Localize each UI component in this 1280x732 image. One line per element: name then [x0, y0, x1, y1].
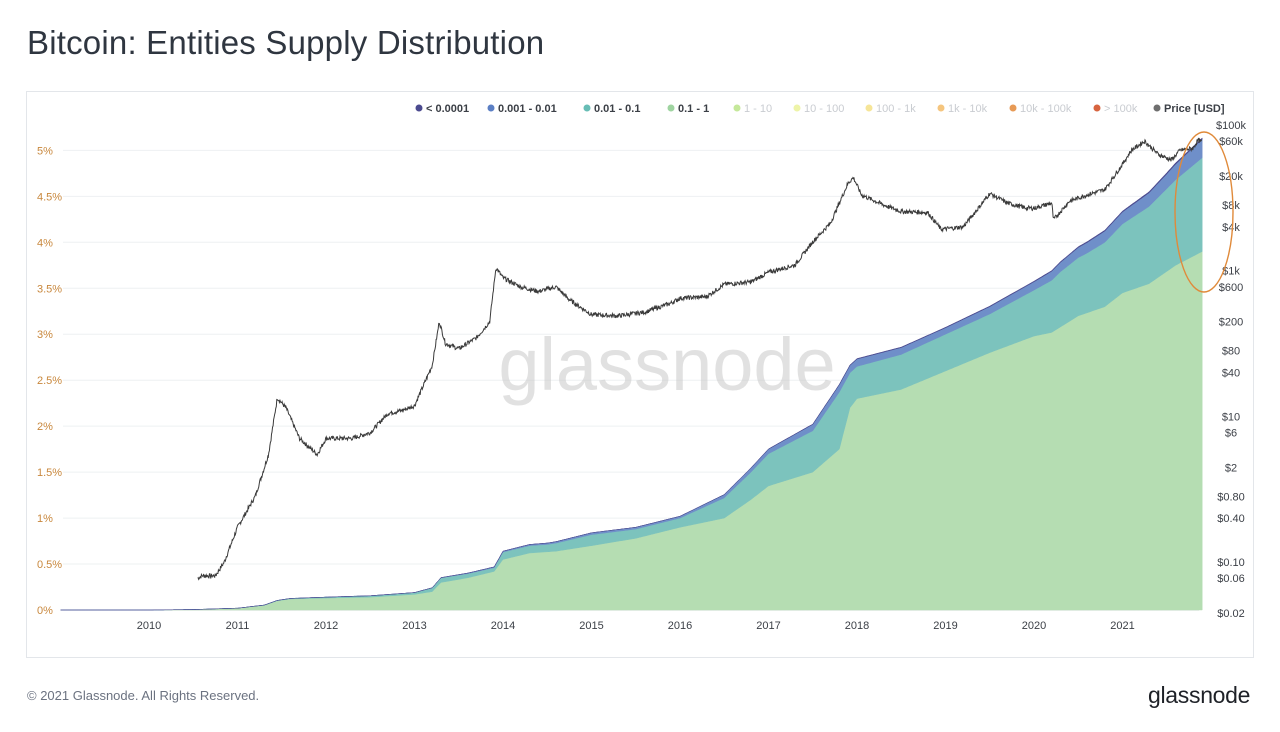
x-tick-label: 2021 — [1110, 620, 1134, 632]
y-left-tick-label: 0% — [37, 605, 53, 617]
y-right-tick-label: $200 — [1219, 317, 1243, 329]
x-tick-label: 2015 — [579, 620, 603, 632]
legend-marker — [583, 104, 591, 112]
legend-label: 10 - 100 — [804, 103, 844, 115]
y-left-tick-label: 1% — [37, 513, 53, 525]
y-left-tick-label: 1.5% — [37, 467, 62, 479]
y-left-tick-label: 0.5% — [37, 559, 62, 571]
y-right-tick-label: $4k — [1222, 222, 1240, 234]
y-right-tick-label: $10 — [1222, 411, 1240, 423]
y-right-tick-label: $100k — [1216, 120, 1246, 132]
annotation-ellipse — [1174, 131, 1234, 293]
y-right-tick-label: $0.10 — [1217, 557, 1245, 569]
legend-label: 0.01 - 0.1 — [594, 103, 640, 115]
x-tick-label: 2017 — [756, 620, 780, 632]
y-left-tick-label: 3.5% — [37, 283, 62, 295]
brand-logo: glassnode — [1148, 682, 1251, 708]
x-tick-label: 2020 — [1022, 620, 1046, 632]
legend-marker — [793, 104, 801, 112]
legend-marker — [1009, 104, 1017, 112]
legend-marker — [487, 104, 495, 112]
y-right-tick-label: $60k — [1219, 136, 1243, 148]
legend-marker — [733, 104, 741, 112]
area-series-4 — [60, 137, 1203, 611]
y-left-tick-label: 4% — [37, 237, 53, 249]
y-right-tick-label: $0.06 — [1217, 573, 1245, 585]
x-tick-label: 2012 — [314, 620, 338, 632]
legend-label: > 100k — [1104, 103, 1138, 115]
legend-marker — [415, 104, 423, 112]
legend-marker — [667, 104, 675, 112]
watermark-text: glassnode — [498, 323, 835, 406]
legend-marker — [937, 104, 945, 112]
legend-label: 10k - 100k — [1020, 103, 1072, 115]
y-right-tick-label: $40 — [1222, 368, 1240, 380]
x-tick-label: 2014 — [491, 620, 515, 632]
y-right-tick-label: $1k — [1222, 266, 1240, 278]
gridlines — [63, 149, 1199, 611]
legend-label: 100 - 1k — [876, 103, 916, 115]
y-left-tick-label: 4.5% — [37, 191, 62, 203]
y-left-tick-label: 5% — [37, 145, 53, 157]
legend: < 0.0001 0.001 - 0.01 0.01 - 0.1 0.1 - 1 1 -… — [415, 103, 1225, 115]
legend-label: Price [USD] — [1164, 103, 1225, 115]
y-right-tick-label: $6 — [1225, 428, 1237, 440]
legend-marker — [1093, 104, 1101, 112]
y-right-tick-label: $20k — [1219, 171, 1243, 183]
left-axis: 0% 0.5% 1% 1.5% 2% 2.5% 3% 3.5% 4% 4.5% 5% — [37, 145, 62, 617]
legend-label: 0.001 - 0.01 — [498, 103, 557, 115]
x-tick-label: 2018 — [845, 620, 869, 632]
legend-label: 0.1 - 1 — [678, 103, 709, 115]
legend-label: < 0.0001 — [426, 103, 469, 115]
y-right-tick-label: $0.02 — [1217, 608, 1245, 620]
y-right-tick-label: $0.80 — [1217, 491, 1245, 503]
page-title: Bitcoin: Entities Supply Distribution — [27, 24, 545, 61]
copyright-text: © 2021 Glassnode. All Rights Reserved. — [27, 688, 260, 703]
x-tick-label: 2013 — [402, 620, 426, 632]
x-tick-label: 2016 — [668, 620, 692, 632]
right-axis: $100k $60k $20k $8k $4k $1k $600 $200 $80 $40 $10 $… — [1216, 120, 1246, 620]
legend-label: 1k - 10k — [948, 103, 988, 115]
price-line — [197, 137, 1203, 581]
x-axis: 2010 2011 2012 2013 2014 2015 2016 2017 2018 2019… — [137, 620, 1135, 632]
supply-distribution-chart: glassnode 0% 0.5% 1% 1.5% 2% 2.5% 3% 3.5% 4% 4.5% 5… — [37, 103, 1246, 632]
x-tick-label: 2011 — [226, 620, 250, 632]
legend-marker — [1153, 104, 1161, 112]
legend-marker — [865, 104, 873, 112]
y-left-tick-label: 2.5% — [37, 375, 62, 387]
x-tick-label: 2019 — [933, 620, 957, 632]
y-right-tick-label: $2 — [1225, 462, 1237, 474]
y-right-tick-label: $80 — [1222, 346, 1240, 358]
y-right-tick-label: $0.40 — [1217, 513, 1245, 525]
y-right-tick-label: $600 — [1219, 282, 1243, 294]
y-left-tick-label: 2% — [37, 421, 53, 433]
y-right-tick-label: $8k — [1222, 200, 1240, 212]
y-left-tick-label: 3% — [37, 329, 53, 341]
stacked-areas — [60, 137, 1203, 611]
x-tick-label: 2010 — [137, 620, 161, 632]
legend-label: 1 - 10 — [744, 103, 772, 115]
chart-panel: glassnode 0% 0.5% 1% 1.5% 2% 2.5% 3% 3.5% 4% 4.5% 5… — [26, 91, 1254, 658]
